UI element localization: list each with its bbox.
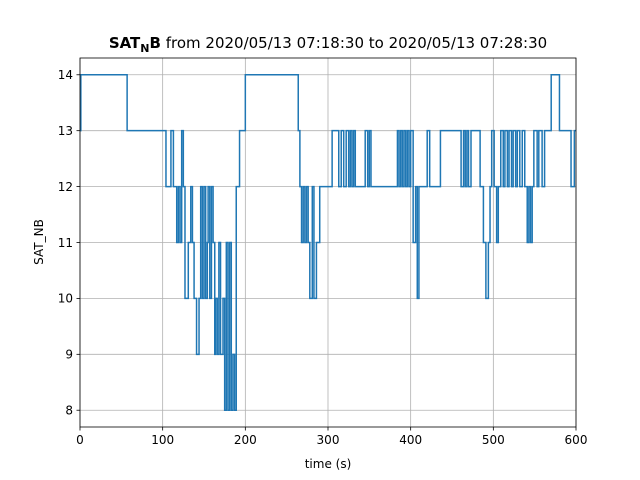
- series-layer: [80, 74, 576, 411]
- title-subscript: N: [140, 42, 149, 55]
- chart-title: SATNB from 2020/05/13 07:18:30 to 2020/0…: [109, 34, 547, 55]
- series-line: [80, 74, 576, 411]
- x-tick-label: 0: [76, 433, 84, 447]
- title-main: SAT: [109, 34, 141, 52]
- y-tick-label: 10: [58, 292, 73, 306]
- y-tick-label: 11: [58, 236, 73, 250]
- x-tick-label: 400: [399, 433, 422, 447]
- title-tail: B: [150, 34, 161, 52]
- x-tick-label: 200: [234, 433, 257, 447]
- y-tick-label: 8: [65, 404, 73, 418]
- x-tick-label: 100: [151, 433, 174, 447]
- y-tick-label: 13: [58, 124, 73, 138]
- y-tick-label: 9: [65, 348, 73, 362]
- y-tick-label: 12: [58, 180, 73, 194]
- x-tick-label: 500: [482, 433, 505, 447]
- x-tick-label: 300: [317, 433, 340, 447]
- x-axis-label: time (s): [305, 457, 352, 471]
- ticks-layer: 0 100 200 300 400 500 600 8 9 10 11 12 13 14: [58, 68, 588, 447]
- title-rest: from 2020/05/13 07:18:30 to 2020/05/13 0…: [161, 34, 547, 52]
- x-tick-label: 600: [565, 433, 588, 447]
- y-tick-label: 14: [58, 68, 73, 82]
- y-axis-label: SAT_NB: [32, 219, 46, 265]
